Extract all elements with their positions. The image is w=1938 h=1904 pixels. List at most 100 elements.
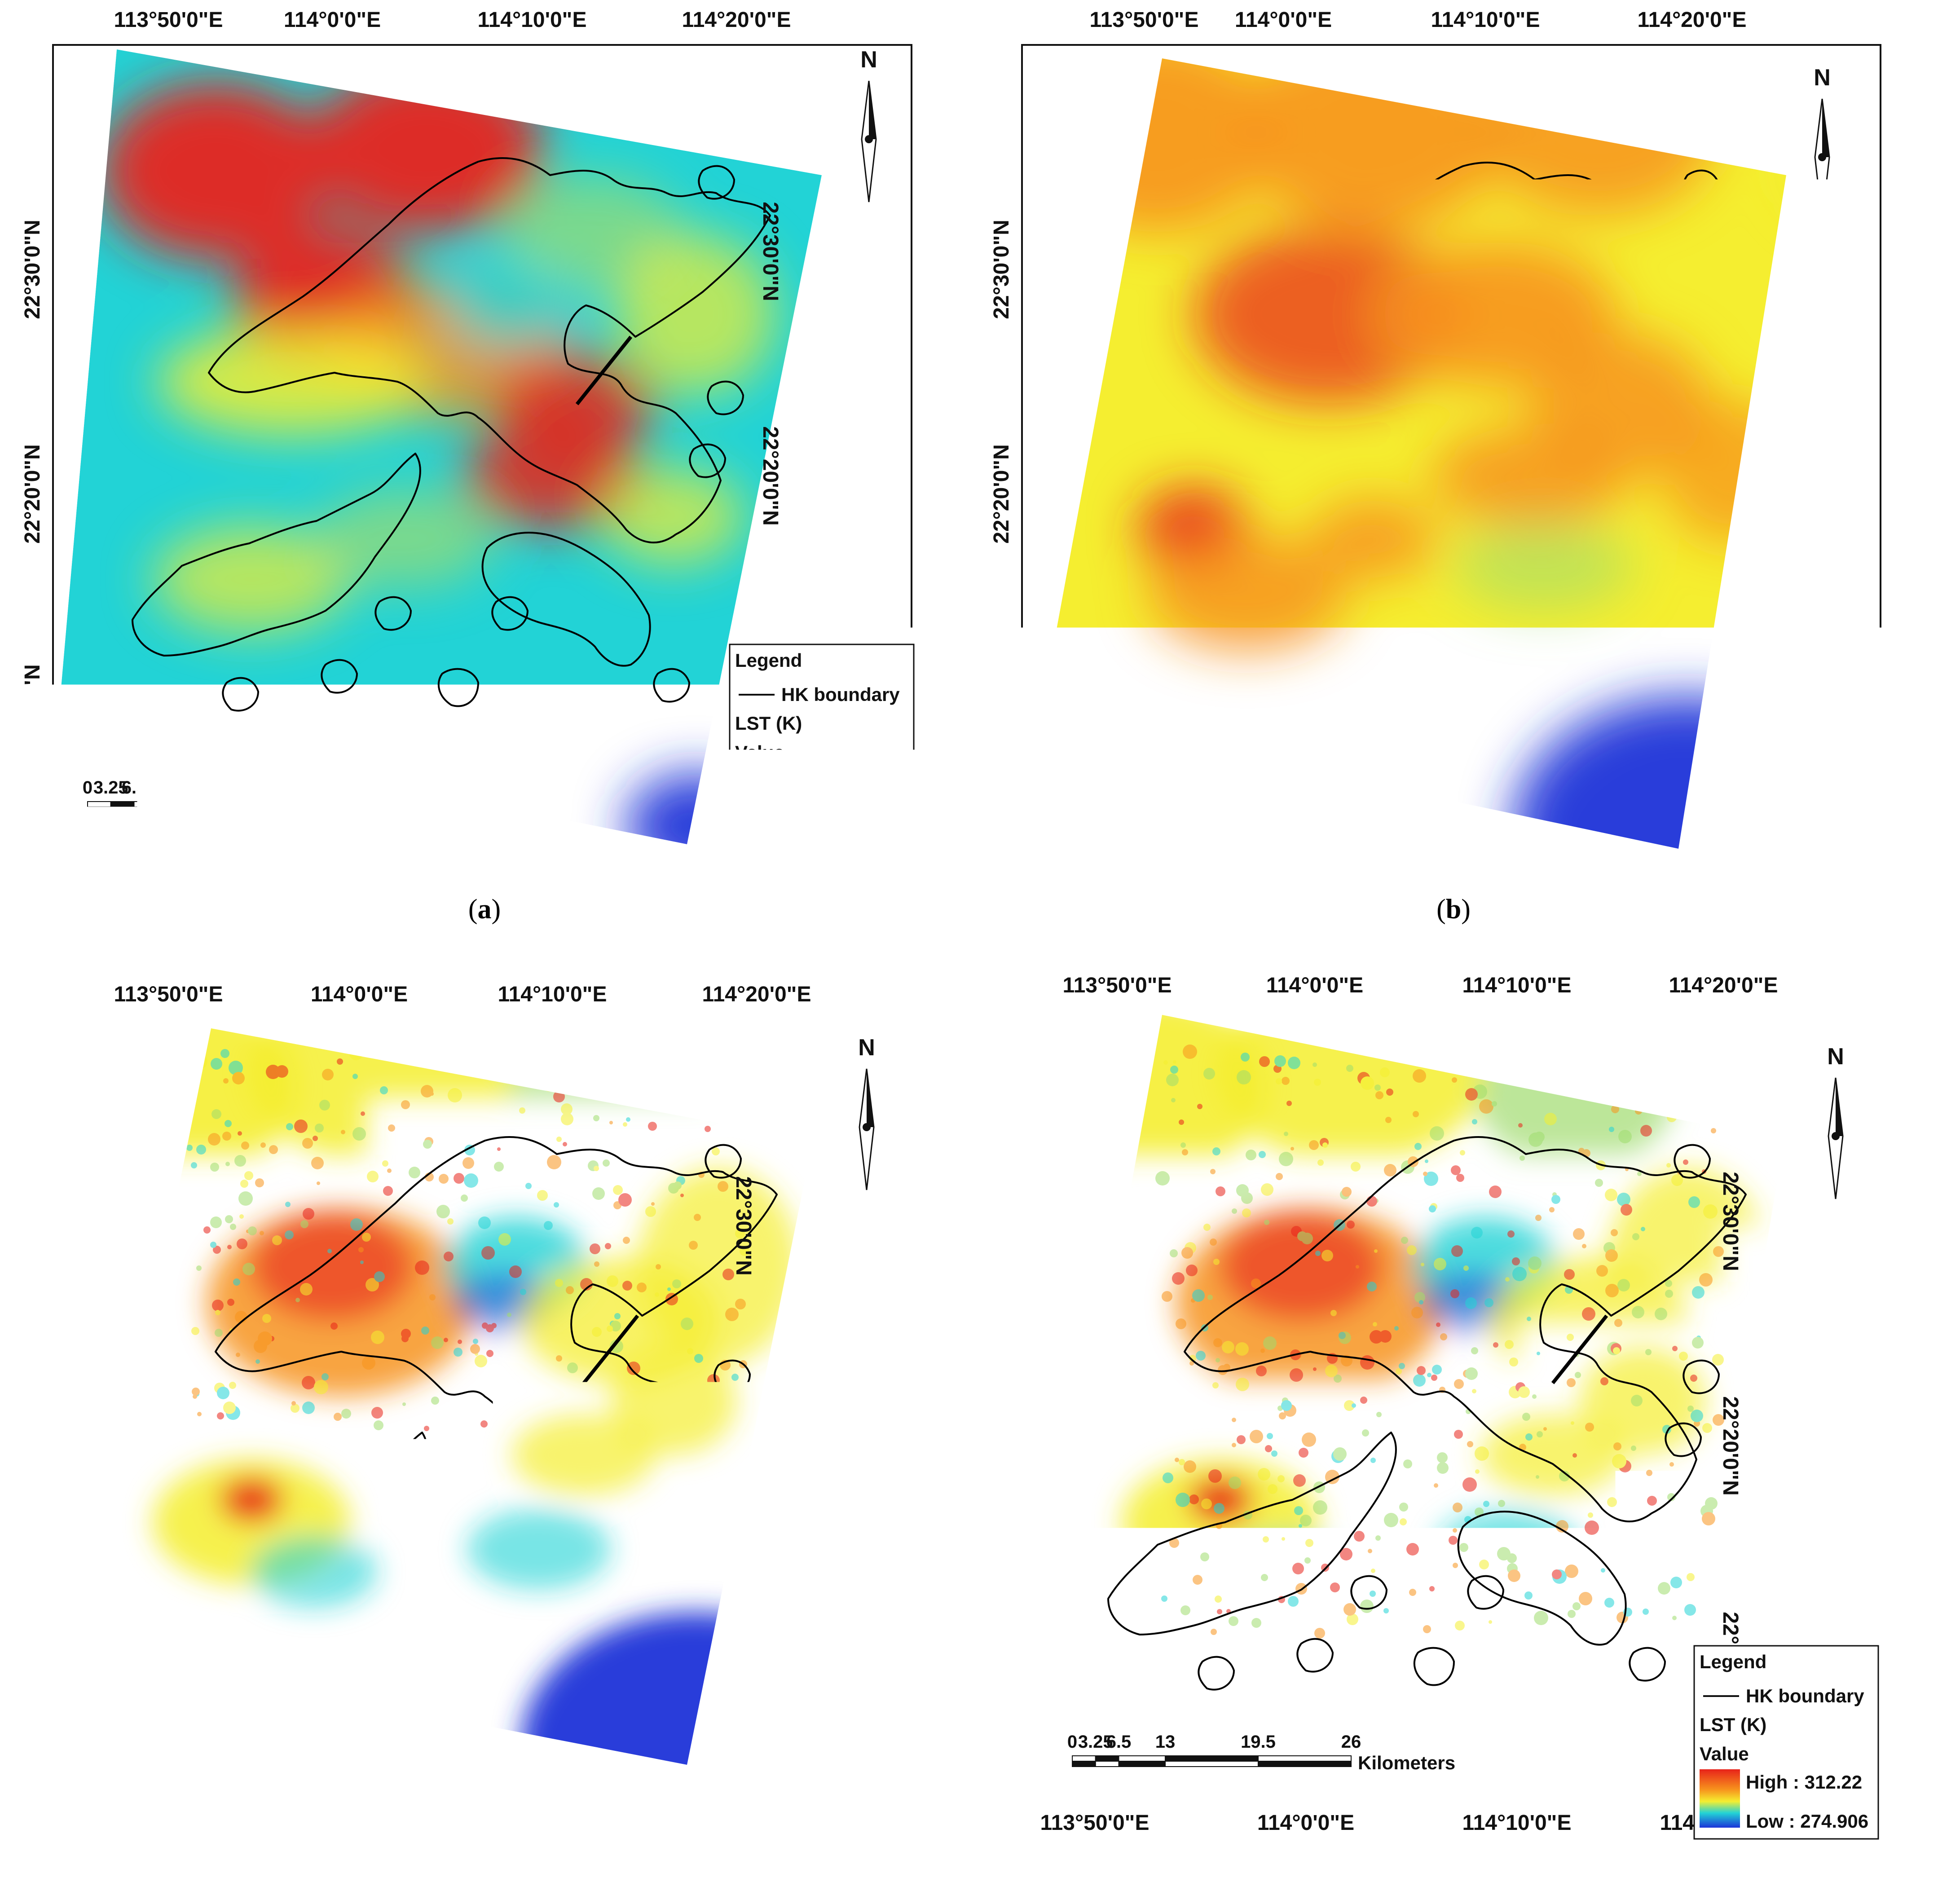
speckle bbox=[1413, 1069, 1426, 1083]
longitude-label-top: 114°20'0"E bbox=[682, 8, 791, 32]
speckle bbox=[594, 1261, 599, 1267]
speckle bbox=[1475, 1446, 1489, 1461]
speckle bbox=[1182, 1149, 1188, 1155]
speckle bbox=[1292, 1563, 1304, 1574]
speckle bbox=[700, 1482, 708, 1490]
speckle bbox=[1437, 1452, 1448, 1463]
speckle bbox=[1411, 1307, 1423, 1318]
speckle bbox=[236, 1353, 240, 1357]
speckle bbox=[1196, 1351, 1206, 1361]
speckle bbox=[281, 1543, 289, 1551]
speckle bbox=[1617, 1279, 1630, 1291]
scale-segment bbox=[1093, 786, 1117, 791]
speckle bbox=[1211, 1629, 1217, 1635]
longitude-label-top: 114°10'0"E bbox=[478, 8, 587, 32]
speckle bbox=[210, 1242, 216, 1248]
legend-value-label: Value bbox=[1700, 744, 1749, 765]
speckle bbox=[1471, 1227, 1483, 1238]
speckle bbox=[1325, 1365, 1338, 1377]
speckle bbox=[1315, 1251, 1321, 1256]
speckle bbox=[436, 1205, 450, 1218]
speckle bbox=[623, 1122, 627, 1127]
speckle bbox=[1453, 1563, 1458, 1568]
speckle bbox=[580, 1567, 589, 1576]
speckle bbox=[1421, 1263, 1424, 1266]
latitude-label-right: 22°30'0"N bbox=[758, 202, 782, 301]
speckle bbox=[627, 1362, 640, 1375]
latitude-label-left: 22°10'0"N bbox=[1004, 1630, 1028, 1729]
speckle bbox=[315, 1124, 324, 1133]
legend-box: LegendHK boundaryLST (K)ValueHigh : 293.… bbox=[730, 644, 914, 849]
speckle bbox=[1462, 1477, 1477, 1492]
scale-segment bbox=[1093, 791, 1117, 797]
speckle bbox=[1322, 1142, 1328, 1148]
speckle bbox=[1585, 1423, 1594, 1432]
speckle bbox=[1183, 1045, 1197, 1059]
speckle bbox=[1567, 1334, 1574, 1341]
latitude-label-left: 22°10'0"N bbox=[21, 664, 44, 764]
speckle bbox=[234, 1155, 246, 1167]
speckle bbox=[1454, 1430, 1463, 1439]
speckle bbox=[498, 1233, 511, 1246]
speckle bbox=[482, 1322, 488, 1329]
speckle bbox=[225, 1162, 230, 1166]
speckle bbox=[520, 1472, 531, 1483]
speckle bbox=[583, 1578, 596, 1590]
speckle bbox=[1361, 1076, 1374, 1090]
speckle bbox=[718, 1181, 728, 1192]
speckle bbox=[1246, 1150, 1256, 1160]
speckle bbox=[350, 1218, 363, 1231]
speckle bbox=[227, 1299, 234, 1306]
speckle bbox=[300, 1220, 308, 1228]
speckle bbox=[1366, 1196, 1377, 1207]
speckle bbox=[1679, 1352, 1688, 1361]
speckle bbox=[388, 1587, 400, 1599]
speckle bbox=[590, 1609, 595, 1614]
latitude-label-left: 22°30'0"N bbox=[990, 220, 1013, 319]
speckle bbox=[489, 1459, 500, 1469]
speckle bbox=[383, 1186, 393, 1196]
speckle bbox=[272, 1235, 282, 1245]
speckle bbox=[1454, 1379, 1464, 1389]
speckle bbox=[193, 1585, 199, 1591]
scale-segment bbox=[1117, 786, 1163, 791]
speckle bbox=[248, 1226, 257, 1235]
speckle bbox=[735, 1299, 746, 1309]
speckle bbox=[1321, 1250, 1333, 1261]
speckle bbox=[458, 1340, 462, 1344]
speckle bbox=[518, 1440, 523, 1446]
speckle bbox=[1712, 1354, 1724, 1366]
speckle bbox=[1260, 1349, 1265, 1353]
speckle bbox=[1672, 1346, 1678, 1351]
legend-value-label: Value bbox=[731, 1739, 780, 1760]
scale-segment bbox=[115, 1757, 138, 1762]
speckle bbox=[603, 1420, 608, 1424]
speckle bbox=[674, 1181, 682, 1190]
speckle bbox=[328, 1613, 337, 1622]
speckle bbox=[544, 1221, 553, 1230]
speckle bbox=[731, 1374, 739, 1381]
heat-blob bbox=[1454, 521, 1634, 611]
speckle bbox=[223, 1078, 229, 1084]
speckle bbox=[1407, 1245, 1417, 1255]
speckle bbox=[1181, 1247, 1193, 1259]
speckle bbox=[209, 1470, 217, 1478]
speckle bbox=[320, 1541, 329, 1550]
speckle bbox=[281, 1480, 285, 1483]
latitude-label-left: 22°20'0"N bbox=[1004, 1414, 1028, 1514]
speckle bbox=[1440, 1333, 1447, 1340]
speckle bbox=[462, 1157, 474, 1169]
speckle bbox=[1258, 1468, 1270, 1481]
speckle bbox=[473, 1339, 478, 1344]
map-panel-d: 113°50'0"E 114°0'0"E 114°10'0"E 114°20'0"E 1… bbox=[969, 952, 1938, 1904]
scale-tick-label: 0 bbox=[1065, 762, 1075, 782]
speckle bbox=[1414, 1143, 1422, 1150]
speckle bbox=[1534, 1611, 1548, 1625]
speckle bbox=[470, 1344, 480, 1354]
longitude-label-top: 114°20'0"E bbox=[702, 983, 811, 1006]
caption-d: (d) bbox=[969, 1846, 1938, 1878]
speckle bbox=[478, 1216, 491, 1229]
speckle bbox=[725, 1308, 739, 1321]
speckle bbox=[203, 1226, 211, 1234]
speckle bbox=[231, 1465, 238, 1471]
